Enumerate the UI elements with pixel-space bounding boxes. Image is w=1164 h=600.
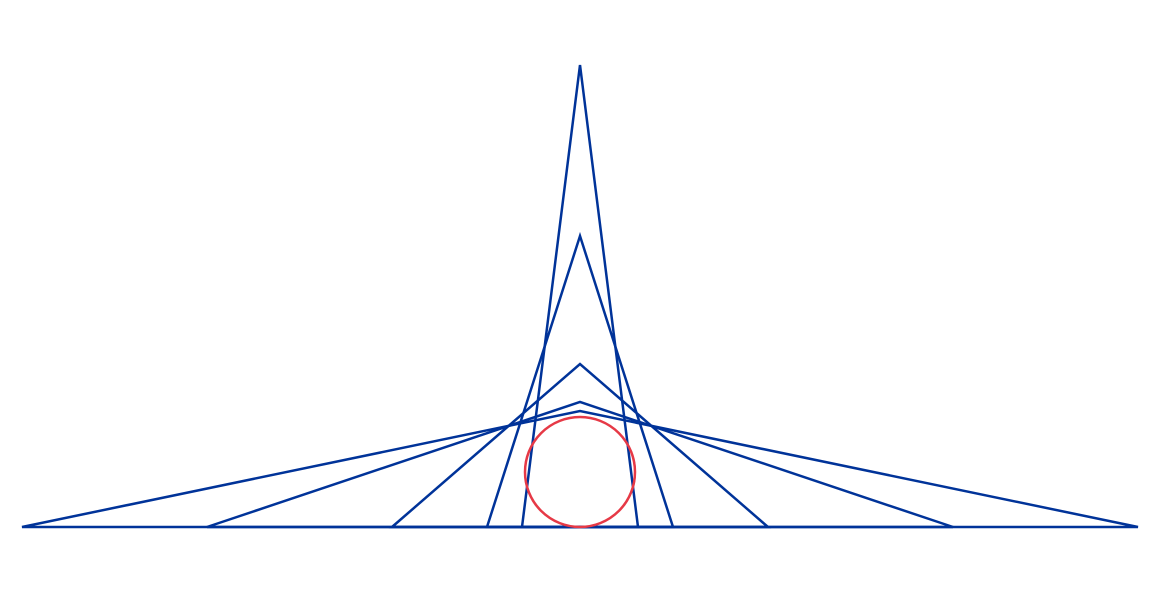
incircle <box>525 417 635 527</box>
triangle-0 <box>522 65 638 527</box>
triangle-1 <box>487 236 673 527</box>
triangle-4 <box>22 411 1138 527</box>
geometric-diagram <box>0 0 1164 600</box>
